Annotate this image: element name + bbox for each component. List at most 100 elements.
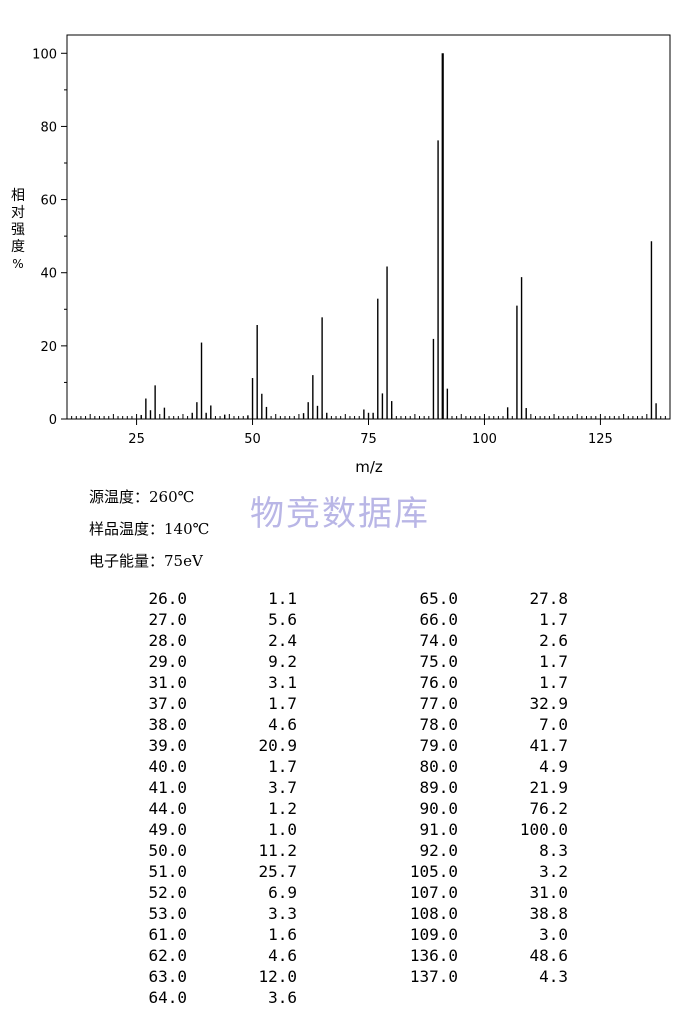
mass-spectrum-chart: 25 50 75 100 125 0 20 40 60 80 100 m/z bbox=[32, 34, 671, 476]
peak-intensity: 9.2 bbox=[268, 652, 297, 671]
peak-intensity: 12.0 bbox=[258, 967, 297, 986]
peak-mz: 53.0 bbox=[148, 904, 187, 923]
peak-mz: 29.0 bbox=[148, 652, 187, 671]
peak-mz: 51.0 bbox=[148, 862, 187, 881]
peak-mz: 80.0 bbox=[419, 757, 458, 776]
peak-intensity: 1.7 bbox=[539, 652, 568, 671]
peak-mz: 108.0 bbox=[409, 904, 458, 923]
peak-intensity: 11.2 bbox=[258, 841, 297, 860]
y-tick-label: 20 bbox=[40, 340, 57, 355]
axis-tick-labels: 25 50 75 100 125 0 20 40 60 80 100 bbox=[32, 47, 613, 447]
peak-mz: 39.0 bbox=[148, 736, 187, 755]
y-axis-label-char: 度 bbox=[11, 239, 25, 255]
peak-intensity: 2.6 bbox=[539, 631, 568, 650]
y-tick-label: 40 bbox=[40, 267, 57, 282]
peak-intensity: 1.7 bbox=[268, 694, 297, 713]
x-tick-label: 125 bbox=[588, 432, 613, 447]
peak-intensity: 27.8 bbox=[529, 589, 568, 608]
peak-mz: 107.0 bbox=[409, 883, 458, 902]
peak-intensity: 4.3 bbox=[539, 967, 568, 986]
peak-intensity: 25.7 bbox=[258, 862, 297, 881]
peak-intensity: 1.7 bbox=[539, 610, 568, 629]
sample-temperature: 样品温度：140℃ bbox=[89, 520, 210, 538]
peak-mz: 44.0 bbox=[148, 799, 187, 818]
y-axis-label-char: % bbox=[12, 257, 24, 271]
peak-mz: 79.0 bbox=[419, 736, 458, 755]
peak-intensity: 20.9 bbox=[258, 736, 297, 755]
peak-mz: 64.0 bbox=[148, 988, 187, 1007]
peak-intensity: 8.3 bbox=[539, 841, 568, 860]
y-tick-label: 0 bbox=[49, 413, 57, 428]
watermark: 物竞数据库 bbox=[250, 494, 430, 534]
peak-mz: 75.0 bbox=[419, 652, 458, 671]
peak-intensity: 3.2 bbox=[539, 862, 568, 881]
peak-mz: 37.0 bbox=[148, 694, 187, 713]
peak-intensity: 4.9 bbox=[539, 757, 568, 776]
peak-mz: 26.0 bbox=[148, 589, 187, 608]
peak-mz: 136.0 bbox=[409, 946, 458, 965]
peak-mz: 76.0 bbox=[419, 673, 458, 692]
source-temperature: 源温度：260℃ bbox=[89, 488, 195, 506]
y-tick-label: 80 bbox=[40, 120, 57, 135]
peak-intensity: 31.0 bbox=[529, 883, 568, 902]
peak-intensity: 4.6 bbox=[268, 946, 297, 965]
peak-intensity: 1.7 bbox=[539, 673, 568, 692]
peak-mz: 66.0 bbox=[419, 610, 458, 629]
x-axis-label: m/z bbox=[355, 458, 383, 476]
peak-mz: 41.0 bbox=[148, 778, 187, 797]
peak-mz: 52.0 bbox=[148, 883, 187, 902]
y-axis-label-char: 相 bbox=[11, 188, 25, 204]
peak-intensity: 41.7 bbox=[529, 736, 568, 755]
x-tick-label: 50 bbox=[244, 432, 261, 447]
peak-intensity: 5.6 bbox=[268, 610, 297, 629]
peak-mz: 61.0 bbox=[148, 925, 187, 944]
peak-intensity: 3.6 bbox=[268, 988, 297, 1007]
peak-intensity: 4.6 bbox=[268, 715, 297, 734]
peak-mz: 38.0 bbox=[148, 715, 187, 734]
peak-intensity: 1.1 bbox=[268, 589, 297, 608]
peak-intensity: 48.6 bbox=[529, 946, 568, 965]
peak-intensity: 38.8 bbox=[529, 904, 568, 923]
x-minor-ticks bbox=[64, 89, 666, 419]
peak-mz: 109.0 bbox=[409, 925, 458, 944]
peak-intensity: 1.6 bbox=[268, 925, 297, 944]
peak-intensity: 1.2 bbox=[268, 799, 297, 818]
y-tick-label: 60 bbox=[40, 194, 57, 209]
peak-mz: 65.0 bbox=[419, 589, 458, 608]
axis-ticks bbox=[61, 52, 601, 425]
peak-mz: 62.0 bbox=[148, 946, 187, 965]
peak-intensity: 3.0 bbox=[539, 925, 568, 944]
peak-mz: 50.0 bbox=[148, 841, 187, 860]
spectrum-peaks bbox=[140, 53, 657, 419]
peak-intensity: 1.0 bbox=[268, 820, 297, 839]
peak-mz: 105.0 bbox=[409, 862, 458, 881]
x-tick-label: 25 bbox=[128, 432, 145, 447]
x-tick-label: 100 bbox=[472, 432, 497, 447]
y-axis-label: 相 对 强 度 % bbox=[8, 188, 28, 273]
peak-mz: 92.0 bbox=[419, 841, 458, 860]
peak-mz: 28.0 bbox=[148, 631, 187, 650]
peak-intensity: 3.3 bbox=[268, 904, 297, 923]
peak-mz: 137.0 bbox=[409, 967, 458, 986]
peak-intensity: 100.0 bbox=[519, 820, 568, 839]
peak-intensity: 76.2 bbox=[529, 799, 568, 818]
peak-intensity: 21.9 bbox=[529, 778, 568, 797]
peak-mz: 78.0 bbox=[419, 715, 458, 734]
peak-intensity: 3.7 bbox=[268, 778, 297, 797]
plot-frame bbox=[66, 34, 671, 420]
peak-mz: 74.0 bbox=[419, 631, 458, 650]
peak-mz: 91.0 bbox=[419, 820, 458, 839]
peak-intensity: 32.9 bbox=[529, 694, 568, 713]
y-axis-label-char: 强 bbox=[11, 222, 25, 238]
y-axis-label-char: 对 bbox=[11, 205, 25, 221]
y-tick-label: 100 bbox=[32, 47, 57, 62]
peak-mz: 63.0 bbox=[148, 967, 187, 986]
peak-mz: 89.0 bbox=[419, 778, 458, 797]
peak-intensity: 7.0 bbox=[539, 715, 568, 734]
peak-intensity: 6.9 bbox=[268, 883, 297, 902]
peak-intensity: 3.1 bbox=[268, 673, 297, 692]
peak-mz: 90.0 bbox=[419, 799, 458, 818]
peak-intensity: 1.7 bbox=[268, 757, 297, 776]
peak-mz: 49.0 bbox=[148, 820, 187, 839]
electron-energy: 电子能量：75eV bbox=[89, 552, 203, 570]
